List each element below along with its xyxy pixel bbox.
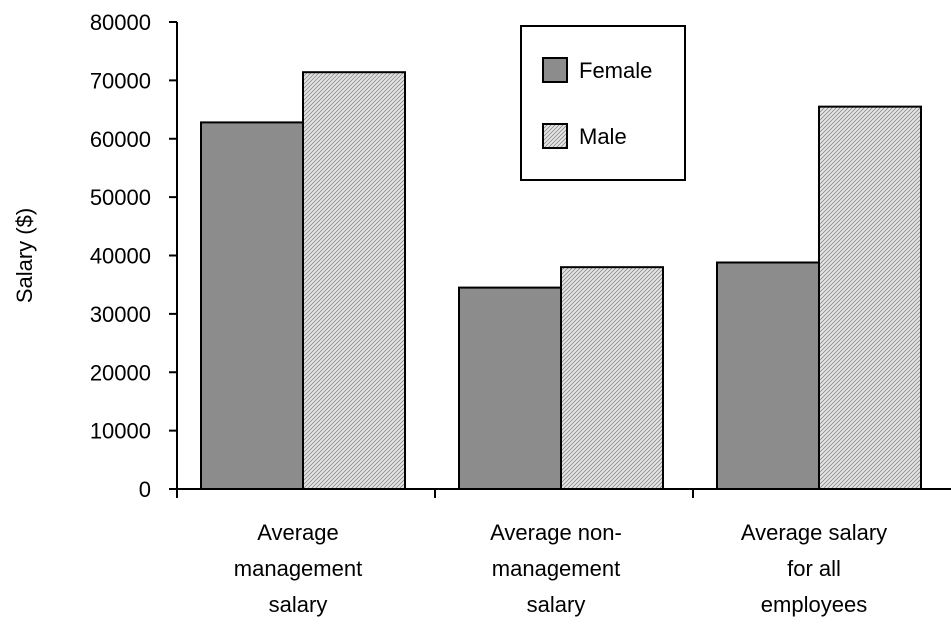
legend-swatch-male [542, 123, 568, 149]
legend-box [520, 25, 686, 181]
y-tick-label: 50000 [90, 185, 151, 210]
x-category-label: Average non-management salary [490, 520, 622, 617]
bar-female-3 [716, 261, 820, 490]
y-tick-label: 70000 [90, 68, 151, 93]
bars-layer [200, 71, 922, 491]
legend: Female Male [520, 25, 686, 181]
x-category-label: Average salary for all employees [741, 520, 887, 617]
y-tick-label: 10000 [90, 419, 151, 444]
y-tick-label: 30000 [90, 302, 151, 327]
labels-layer: 0 10000 20000 30000 40000 50000 60000 70000 8000… [12, 10, 887, 617]
bar-male-3 [818, 105, 922, 491]
y-tick-label: 60000 [90, 127, 151, 152]
y-tick-label: 0 [139, 477, 151, 502]
y-tick-label: 40000 [90, 244, 151, 269]
legend-label-male: Male [579, 124, 627, 149]
y-axis-label: Salary ($) [12, 208, 37, 303]
bar-male-1 [302, 71, 406, 490]
bar-female-1 [200, 121, 304, 490]
legend-swatch-female [542, 57, 568, 83]
y-tick-label: 80000 [90, 10, 151, 35]
axes [169, 21, 951, 498]
bar-female-2 [458, 286, 562, 491]
x-category-label: Average management salary [234, 520, 362, 617]
y-tick-label: 20000 [90, 360, 151, 385]
legend-label-female: Female [579, 58, 652, 83]
bar-male-2 [560, 266, 664, 490]
